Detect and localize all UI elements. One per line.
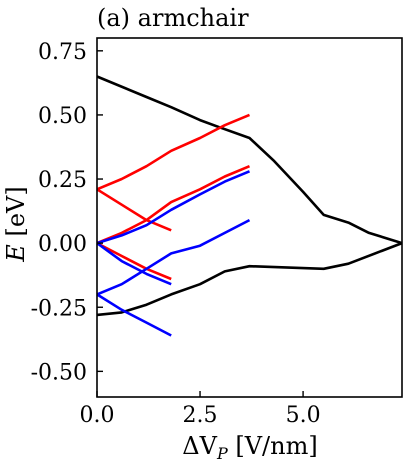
series-line-red-6 [96,241,172,281]
chart-title: (a) armchair [97,4,249,32]
series-line-black-1 [96,75,403,245]
series-line-red-4 [96,188,172,232]
y-axis: 0.75 0.50 0.25 0.00 -0.25 -0.50 [31,40,103,385]
x-tick-label: 0.0 [80,403,115,428]
series-line-blue-10 [96,293,172,337]
series-line-blue-7 [96,170,251,245]
y-tick-label: 0.25 [38,168,87,193]
y-tick-label: 0.50 [38,104,87,129]
axes-frame [96,37,403,398]
y-tick-label: 0.00 [38,232,87,257]
series-line-blue-8 [96,242,172,286]
x-axis-label-subscript: P [216,444,228,463]
x-axis: 0.0 2.5 5.0 [80,391,321,428]
y-axis-label: E [eV] [2,186,30,262]
plot-area [96,75,403,337]
y-tick-label: -0.25 [31,296,87,321]
y-tick-label: 0.75 [38,40,87,65]
y-axis-label-main: E [2,244,30,263]
series-line-blue-9 [96,218,251,296]
x-tick-label: 5.0 [286,403,321,428]
series-line-red-3 [96,113,251,191]
x-tick-label: 2.5 [183,403,218,428]
y-tick-label: -0.50 [31,360,87,385]
series-line-red-5 [96,165,251,245]
y-axis-label-unit: [eV] [2,186,30,244]
x-axis-label: ΔVP [V/nm] [182,432,317,463]
x-axis-label-unit: [V/nm] [228,432,318,460]
x-axis-label-main: ΔV [182,432,217,460]
series-line-black-2 [96,241,403,317]
